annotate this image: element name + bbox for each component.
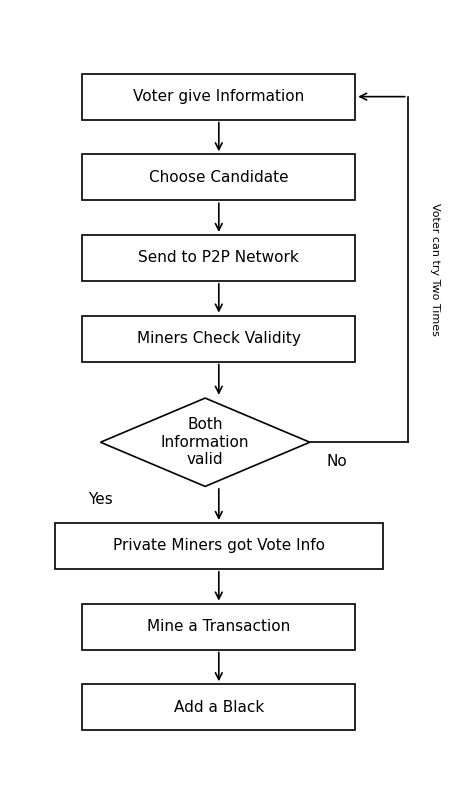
Text: Choose Candidate: Choose Candidate <box>149 170 289 185</box>
Text: Private Miners got Vote Info: Private Miners got Vote Info <box>113 538 325 554</box>
FancyBboxPatch shape <box>55 523 383 569</box>
FancyBboxPatch shape <box>82 235 356 281</box>
Text: Voter can try Two Times: Voter can try Two Times <box>430 203 440 336</box>
Text: Add a Black: Add a Black <box>173 700 264 714</box>
Polygon shape <box>100 398 310 486</box>
FancyBboxPatch shape <box>82 315 356 362</box>
FancyBboxPatch shape <box>82 684 356 730</box>
Text: Miners Check Validity: Miners Check Validity <box>137 331 301 346</box>
Text: Send to P2P Network: Send to P2P Network <box>138 250 299 266</box>
Text: Voter give Information: Voter give Information <box>133 89 304 104</box>
FancyBboxPatch shape <box>82 603 356 650</box>
FancyBboxPatch shape <box>82 154 356 200</box>
Text: Yes: Yes <box>88 492 113 507</box>
FancyBboxPatch shape <box>82 74 356 120</box>
Text: No: No <box>327 454 347 469</box>
Text: Both
Information
valid: Both Information valid <box>161 418 249 467</box>
Text: Mine a Transaction: Mine a Transaction <box>147 619 291 634</box>
